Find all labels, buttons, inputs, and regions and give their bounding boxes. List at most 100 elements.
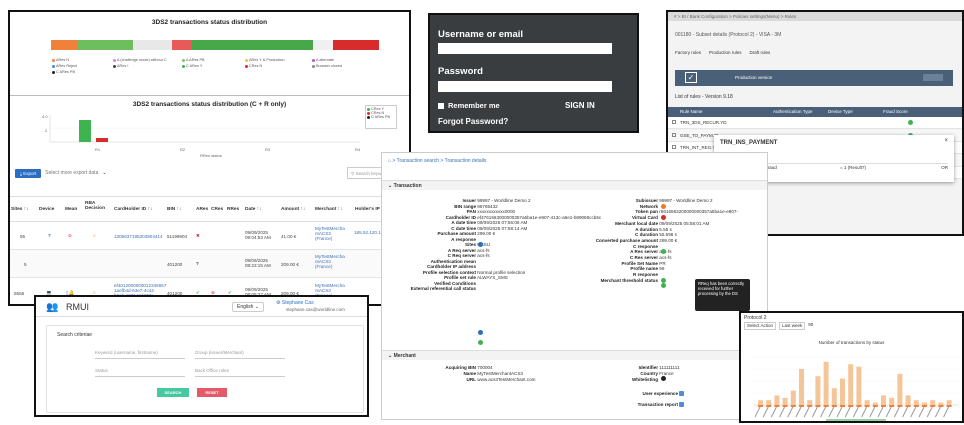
legend-item[interactable]: ARes Reject bbox=[52, 64, 77, 68]
section-merchant[interactable]: ⌄ Merchant bbox=[382, 350, 767, 360]
chart-bar[interactable] bbox=[823, 361, 829, 405]
x-circle-icon: ⊗ bbox=[211, 290, 215, 295]
chart-bar[interactable] bbox=[799, 369, 804, 405]
forgot-password-link[interactable]: Forgot Password? bbox=[438, 117, 509, 126]
detail-field: Subissuer 99997 - Worldline Demo 2 bbox=[635, 198, 713, 203]
chart-bar[interactable] bbox=[946, 400, 952, 405]
bar-segment[interactable] bbox=[313, 40, 334, 50]
chart-bar[interactable] bbox=[897, 373, 903, 405]
chart-bar[interactable] bbox=[840, 378, 845, 405]
bar-segment[interactable] bbox=[192, 40, 314, 50]
user-menu[interactable]: ⚙ Stephane Cas bbox=[276, 300, 314, 306]
detail-field: Profile name 99 bbox=[630, 266, 665, 272]
chart-bar[interactable] bbox=[922, 402, 927, 405]
legend-item[interactable]: Browser closed bbox=[312, 64, 342, 68]
legend-item[interactable]: C ARes PB bbox=[52, 70, 75, 74]
chart-bar[interactable] bbox=[815, 376, 821, 405]
chart-bar[interactable] bbox=[856, 366, 862, 405]
chart-bar[interactable] bbox=[758, 400, 763, 405]
section-transaction[interactable]: ⌄ Transaction bbox=[382, 180, 767, 190]
xtick: R1 bbox=[95, 147, 101, 152]
chart-bar[interactable] bbox=[774, 395, 780, 405]
legend-item[interactable]: CRes N bbox=[245, 64, 262, 68]
chart-bar[interactable] bbox=[889, 397, 895, 405]
chart-bar[interactable] bbox=[905, 395, 911, 405]
legend-item[interactable]: A ARes PB bbox=[182, 58, 205, 62]
status-icon bbox=[661, 215, 666, 220]
legend-item[interactable]: ARes N bbox=[52, 58, 69, 62]
breadcrumb[interactable]: ⌂ > Transaction search > Transaction det… bbox=[388, 158, 487, 164]
expand-icon[interactable] bbox=[672, 120, 676, 124]
legend-item[interactable]: ARes I bbox=[113, 64, 128, 68]
chart-bar[interactable] bbox=[831, 388, 837, 405]
table-row[interactable]: 55 ? ⊘ ☺ 1306637195303904414 51199904 ✖ … bbox=[10, 222, 409, 250]
mobile-icon: ▯🔔 bbox=[66, 290, 75, 295]
chart-bar[interactable] bbox=[881, 395, 886, 405]
breadcrumb[interactable]: # > BI / Bank Configuration > Policies s… bbox=[668, 12, 962, 21]
close-icon[interactable]: × bbox=[944, 138, 948, 144]
chart-bar[interactable] bbox=[864, 400, 870, 405]
chart-bar[interactable] bbox=[790, 390, 796, 405]
export-select[interactable]: Select more export data bbox=[45, 170, 99, 176]
tab-factory[interactable]: Factory rules bbox=[675, 50, 702, 55]
chevron-down-icon[interactable]: ⌄ bbox=[102, 170, 107, 176]
tab-draft[interactable]: Draft rules bbox=[749, 50, 771, 55]
detail-field: Cardholder ID ef4761563000000357a6ba1e-e… bbox=[445, 214, 602, 220]
export-button[interactable]: ⤓ Export bbox=[15, 168, 42, 178]
legend-item[interactable]: A alternate bbox=[312, 58, 334, 62]
rule-row[interactable]: TRN_3DS_RECUR.YD bbox=[668, 117, 962, 129]
legend-item[interactable]: ARes Y & Production bbox=[245, 58, 285, 62]
chart-bar[interactable] bbox=[782, 397, 788, 405]
smile-icon: ☺ bbox=[92, 290, 97, 295]
transaction-report[interactable]: Transaction report bbox=[583, 402, 685, 408]
detail-field: Cardholder IP address bbox=[427, 264, 476, 269]
group-select[interactable]: Group (issuer/Merchant) bbox=[195, 350, 285, 359]
search-button[interactable]: SEARCH bbox=[157, 388, 189, 397]
chart-bar[interactable] bbox=[766, 400, 772, 405]
reset-button[interactable]: RESET bbox=[197, 388, 227, 397]
roles-select[interactable]: Back Office roles bbox=[195, 368, 285, 377]
username-input[interactable] bbox=[438, 43, 612, 54]
table-row[interactable]: 5 401200 ? 09/09/2025 08:22:15 AM 209.00… bbox=[10, 250, 409, 278]
expand-icon[interactable] bbox=[672, 132, 676, 137]
expand-icon[interactable] bbox=[672, 145, 676, 149]
count-select[interactable]: 90 bbox=[808, 322, 814, 327]
status-select[interactable]: Status bbox=[95, 368, 185, 377]
detail-field: Purchase amount 299.00 € bbox=[437, 231, 496, 236]
bar-segment[interactable] bbox=[77, 40, 133, 50]
chart-bar[interactable] bbox=[872, 402, 878, 405]
legend-item[interactable]: C ARes Y bbox=[182, 64, 202, 68]
chart-bar[interactable] bbox=[848, 364, 854, 405]
bar-segment[interactable] bbox=[172, 40, 193, 50]
language-select[interactable]: English ⌄ bbox=[232, 302, 264, 312]
sign-in-button[interactable]: SIGN IN bbox=[565, 101, 595, 110]
bar-segment[interactable] bbox=[132, 40, 173, 50]
tab-production[interactable]: Production rules bbox=[709, 50, 742, 55]
detail-field: A Res server acs-fs bbox=[630, 249, 671, 255]
chart-bar[interactable] bbox=[913, 400, 919, 405]
action-button[interactable] bbox=[923, 74, 943, 81]
smile-icon: ☺ bbox=[92, 233, 97, 238]
users-icon: 👥 bbox=[46, 302, 59, 313]
chart2-bar-cres-n[interactable] bbox=[96, 138, 108, 142]
password-input[interactable] bbox=[438, 81, 612, 92]
detail-field: URL www.acs3TestMerchant.com bbox=[466, 377, 536, 382]
detail-field: Name MyTestMerchantACS3 bbox=[463, 371, 523, 376]
chart-bar[interactable] bbox=[807, 400, 813, 405]
chart2-bar-cres-y[interactable] bbox=[79, 120, 91, 142]
bar-segment[interactable] bbox=[51, 40, 78, 50]
chart-bar[interactable] bbox=[938, 402, 944, 405]
action-select[interactable]: Select Action bbox=[744, 322, 777, 330]
bar-segment[interactable] bbox=[333, 40, 379, 50]
legend-item[interactable]: A (challenge mode) without C bbox=[113, 58, 167, 62]
password-label: Password bbox=[438, 66, 483, 77]
period-select[interactable]: Last week bbox=[779, 322, 806, 330]
chart-bar[interactable] bbox=[930, 400, 936, 405]
report-icon bbox=[679, 402, 685, 408]
keyword-input[interactable]: Keyword (username, firstname) bbox=[95, 350, 185, 359]
detail-field: Merchant threshold status bbox=[600, 277, 658, 283]
desktop-icon: 💻 bbox=[46, 290, 52, 295]
remember-checkbox[interactable] bbox=[438, 102, 444, 109]
xtick: R2 bbox=[180, 147, 186, 152]
app-logo: RMUI bbox=[66, 302, 89, 312]
